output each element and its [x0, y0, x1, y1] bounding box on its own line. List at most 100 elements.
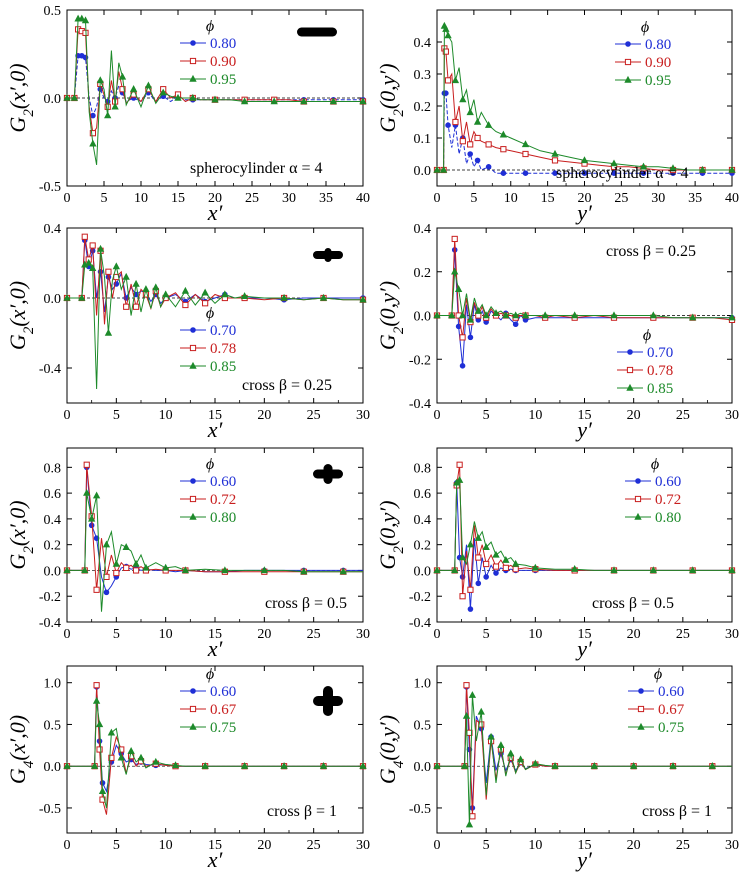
data-point: [70, 93, 79, 101]
data-point: [88, 264, 97, 271]
data-point: [485, 164, 492, 170]
data-point: [300, 97, 308, 105]
data-point: [127, 747, 135, 754]
x-tick-label: 5: [483, 627, 490, 642]
data-point: [132, 279, 140, 287]
data-point: [459, 138, 466, 145]
legend-title: ϕ: [643, 327, 651, 344]
data-point: [260, 566, 269, 574]
data-point: [531, 563, 540, 571]
data-point: [433, 311, 441, 319]
legend-swatch-marker: [624, 75, 632, 83]
x-tick-label: 30: [356, 408, 370, 423]
legend-entry: 0.67: [210, 702, 237, 718]
data-point: [142, 285, 150, 292]
data-point: [112, 262, 121, 270]
series-0.78: [63, 233, 367, 325]
series-0.80: [433, 476, 736, 574]
data-point: [492, 309, 500, 317]
y-tick-label: -0.2: [409, 590, 431, 605]
y-tick-label: 0.4: [44, 222, 62, 237]
legend-swatch-marker: [635, 478, 641, 484]
data-point: [83, 461, 90, 468]
y-axis-label: G2(0,y′): [375, 63, 407, 132]
x-tick-label: 0: [434, 838, 441, 853]
x-axis-label: y′: [575, 417, 593, 442]
data-point: [174, 93, 182, 101]
data-point: [570, 311, 579, 319]
data-point: [467, 141, 474, 148]
y-tick-label: 0.4: [414, 222, 432, 237]
data-point: [181, 286, 190, 294]
y-tick-label: -0.4: [39, 616, 61, 631]
data-point: [511, 559, 520, 567]
data-point: [359, 97, 367, 105]
y-tick-label: 0.4: [44, 513, 62, 528]
x-tick-label: 40: [725, 191, 739, 206]
data-point: [92, 491, 101, 499]
data-point: [105, 268, 112, 275]
chart-panel-p1: 0 5 10 15 20 25 30 35 40 -0.5 0.0 0.5 G2(x′,0) x′: [5, 4, 370, 225]
data-point: [93, 682, 100, 689]
x-tick-label: 20: [627, 408, 641, 423]
x-axis-label: y′: [575, 200, 593, 225]
data-point: [99, 796, 106, 803]
y-tick-label: 1.0: [44, 677, 62, 692]
y-tick-label: -0.5: [39, 802, 61, 817]
data-point: [492, 550, 500, 558]
legend: ϕ0.60 0.67 0.75: [628, 666, 685, 736]
legend-entry: 0.72: [210, 492, 236, 508]
y-tick-label: -0.5: [409, 802, 431, 817]
legend-entry: 0.95: [645, 73, 671, 89]
x-tick-label: 25: [676, 408, 690, 423]
legend-entry: 0.67: [658, 702, 685, 718]
y-tick-label: 0.5: [414, 718, 432, 733]
data-point: [433, 165, 441, 173]
data-point: [132, 567, 140, 574]
legend: ϕ0.60 0.72 0.80: [180, 456, 236, 526]
x-tick-label: 35: [688, 191, 702, 206]
data-point: [458, 311, 467, 319]
data-point: [459, 95, 467, 103]
panel-annotation: cross β = 0.25: [606, 243, 696, 260]
x-tick-label: 20: [257, 408, 271, 423]
data-point: [132, 559, 140, 567]
x-axis-label: y′: [575, 636, 593, 661]
series-0.75: [63, 696, 367, 809]
data-point: [463, 682, 470, 689]
data-point: [63, 293, 71, 301]
x-tick-label: 20: [627, 838, 641, 853]
data-point: [474, 134, 481, 142]
data-point: [465, 820, 474, 828]
x-tick-label: 10: [528, 408, 542, 423]
legend-entry: 0.60: [210, 684, 236, 700]
legend-entry: 0.60: [655, 474, 681, 490]
data-point: [451, 566, 459, 574]
chart-panel-p8: 0 5 10 15 20 25 30 -0.5 0.0 0.5 1.0 G4(0,y′) y′: [375, 665, 739, 872]
y-tick-label: 0.1: [414, 132, 432, 147]
data-point: [459, 334, 466, 341]
data-point: [85, 258, 93, 266]
data-point: [63, 762, 71, 769]
data-point: [512, 566, 519, 573]
series-line: [437, 48, 732, 171]
x-tick-label: 25: [307, 408, 321, 423]
legend-title: ϕ: [654, 666, 662, 683]
data-point: [240, 97, 249, 105]
data-point: [137, 753, 145, 761]
data-point: [96, 746, 103, 753]
data-point: [445, 122, 451, 128]
x-tick-label: 0: [64, 627, 71, 642]
data-point: [454, 285, 463, 292]
y-tick-label: 0.8: [414, 461, 432, 476]
legend-swatch-marker: [189, 57, 197, 65]
legend: ϕ0.60 0.67 0.75: [180, 666, 237, 736]
data-point: [522, 170, 529, 177]
y-tick-label: 0.0: [414, 164, 432, 179]
data-point: [551, 762, 559, 769]
data-point: [189, 93, 197, 101]
y-axis-label: G2(x′,0): [5, 500, 37, 569]
x-tick-label: 15: [541, 191, 555, 206]
y-tick-label: 0.0: [414, 760, 432, 775]
